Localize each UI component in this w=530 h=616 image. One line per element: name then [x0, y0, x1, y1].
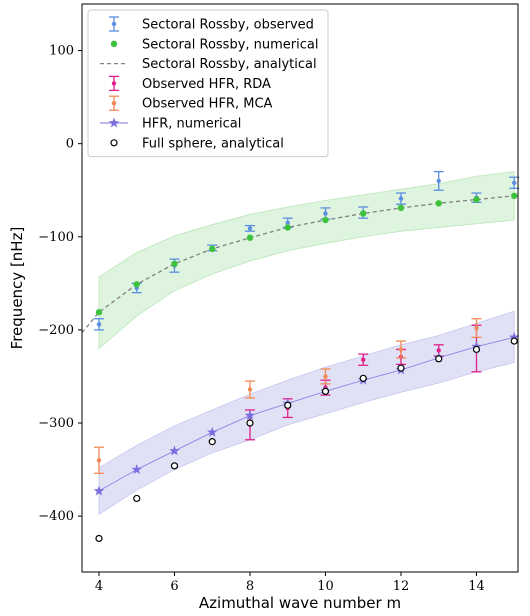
- legend-marker: [110, 139, 118, 147]
- series-2: [82, 194, 518, 334]
- data-point: [474, 325, 479, 331]
- plot-frame: [81, 3, 519, 573]
- star-marker: [508, 331, 520, 342]
- series-6: [95, 337, 518, 543]
- data-point: [247, 387, 253, 392]
- data-point: [96, 458, 102, 463]
- data-point: [323, 374, 328, 379]
- band-0: [98, 171, 515, 350]
- star-marker: [169, 445, 180, 456]
- star-marker: [93, 485, 105, 496]
- x-tick-label: 12: [393, 579, 410, 594]
- legend-entry: Observed HFR, MCA: [109, 95, 273, 112]
- data-point: [512, 180, 517, 185]
- legend-marker: [111, 81, 117, 86]
- axis-ticks: 4 6 8 10 12 14 100 0 −100 −200 −300 −400: [38, 44, 484, 594]
- data-point: [398, 196, 404, 201]
- y-axis-label: Frequency [nHz]: [8, 227, 26, 350]
- legend-label: Sectoral Rossby, analytical: [142, 57, 317, 72]
- data-point: [436, 178, 441, 184]
- data-point: [435, 355, 443, 363]
- series-4: [93, 318, 482, 474]
- legend-label: HFR, numerical: [142, 117, 241, 132]
- data-point: [285, 220, 290, 226]
- data-point: [133, 281, 140, 288]
- data-point: [95, 309, 103, 316]
- data-point: [246, 234, 254, 241]
- data-point: [472, 345, 481, 354]
- series-lines: [82, 194, 518, 334]
- data-point: [510, 337, 518, 345]
- data-point: [284, 401, 292, 409]
- legend-entry: HFR, numerical: [100, 117, 241, 132]
- legend: Sectoral Rossby, observed Sectoral Rossby…: [87, 9, 329, 158]
- data-point: [95, 534, 103, 543]
- star-marker: [244, 410, 256, 421]
- data-point: [359, 374, 367, 382]
- data-point: [435, 200, 442, 207]
- star-marker: [207, 426, 218, 437]
- legend-label: Sectoral Rossby, observed: [142, 18, 314, 33]
- x-tick-label: 10: [317, 579, 334, 594]
- legend-label: Full sphere, analytical: [142, 136, 284, 151]
- legend-marker: [108, 117, 120, 128]
- legend-label: Sectoral Rossby, numerical: [142, 37, 318, 52]
- hfr-numerical-line: [98, 336, 515, 492]
- legend-entry: Observed HFR, RDA: [109, 75, 271, 92]
- legend-entry: Sectoral Rossby, observed: [109, 16, 314, 33]
- data-point: [96, 322, 102, 327]
- data-point: [398, 347, 404, 352]
- legend-entry: Sectoral Rossby, numerical: [110, 37, 318, 52]
- band-1: [98, 310, 515, 516]
- legend-entry: Sectoral Rossby, analytical: [100, 57, 317, 72]
- legend-label: Observed HFR, MCA: [142, 97, 273, 112]
- data-point: [170, 462, 179, 470]
- legend-entry: Full sphere, analytical: [110, 136, 284, 151]
- data-point: [322, 216, 329, 224]
- x-tick-label: 14: [468, 579, 485, 594]
- data-point: [473, 196, 480, 203]
- legend-label: Observed HFR, RDA: [142, 77, 271, 92]
- data-point: [171, 260, 178, 267]
- data-point: [133, 494, 141, 503]
- data-point: [397, 364, 405, 372]
- series-1: [95, 192, 518, 316]
- legend-marker: [111, 21, 117, 27]
- data-point: [323, 211, 328, 216]
- y-tick-label: 0: [66, 137, 74, 152]
- x-tick-label: 4: [95, 579, 103, 594]
- data-point: [246, 419, 254, 427]
- legend-box: [87, 9, 329, 158]
- legend-marker: [110, 40, 118, 47]
- analytical-rossby-line: [82, 194, 518, 334]
- data-point: [284, 224, 291, 231]
- x-axis-label: Azimuthal wave number m: [199, 594, 401, 612]
- data-point: [360, 210, 367, 217]
- y-tick-label: −100: [38, 230, 74, 245]
- x-tick-label: 6: [170, 579, 178, 594]
- data-point: [247, 226, 253, 231]
- legend-marker: [111, 101, 117, 106]
- data-marks: [93, 170, 520, 543]
- data-point: [321, 387, 330, 395]
- data-point: [361, 357, 366, 362]
- data-point: [397, 204, 405, 212]
- y-tick-label: −400: [38, 509, 74, 524]
- data-point: [208, 438, 216, 446]
- data-point: [511, 192, 518, 200]
- data-point: [209, 245, 216, 253]
- y-tick-label: 100: [49, 44, 74, 59]
- data-point: [436, 348, 441, 353]
- star-marker: [131, 464, 142, 475]
- y-tick-label: −200: [38, 323, 74, 338]
- x-tick-label: 8: [246, 579, 254, 594]
- y-tick-label: −300: [38, 416, 74, 431]
- confidence-bands: [98, 171, 515, 516]
